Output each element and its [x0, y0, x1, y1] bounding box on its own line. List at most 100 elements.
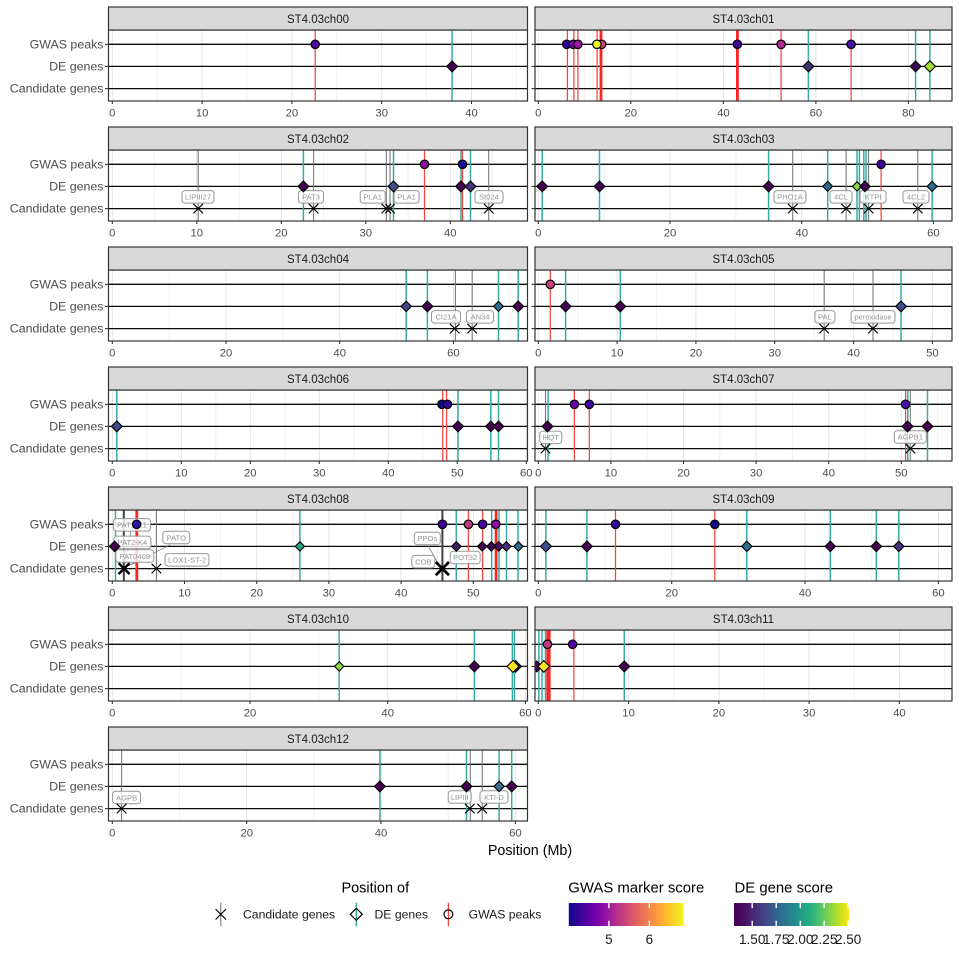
svg-text:0: 0 — [535, 708, 541, 720]
svg-text:0: 0 — [109, 228, 115, 240]
svg-text:Candidate genes: Candidate genes — [10, 442, 104, 456]
svg-text:GWAS peaks: GWAS peaks — [30, 757, 104, 771]
svg-text:30: 30 — [360, 228, 373, 240]
svg-text:30: 30 — [323, 588, 336, 600]
svg-text:1.75: 1.75 — [763, 932, 789, 947]
svg-text:60: 60 — [519, 708, 532, 720]
svg-text:2.00: 2.00 — [787, 932, 813, 947]
svg-text:PAT2-K4: PAT2-K4 — [118, 538, 148, 547]
svg-text:PATO: PATO — [167, 533, 187, 542]
svg-text:50: 50 — [926, 348, 939, 360]
svg-text:LOX1-ST-2: LOX1-ST-2 — [168, 556, 206, 565]
svg-text:PAL: PAL — [818, 313, 832, 322]
svg-text:GWAS peaks: GWAS peaks — [30, 637, 104, 651]
svg-text:20: 20 — [664, 228, 677, 240]
svg-text:20: 20 — [677, 468, 690, 480]
svg-text:80: 80 — [902, 108, 915, 120]
svg-text:10: 10 — [191, 228, 204, 240]
svg-text:0: 0 — [109, 708, 115, 720]
svg-text:DE genes: DE genes — [49, 419, 103, 433]
svg-text:DE genes: DE genes — [375, 908, 429, 922]
svg-text:20: 20 — [240, 828, 253, 840]
svg-text:40: 40 — [822, 468, 835, 480]
svg-text:20: 20 — [713, 708, 726, 720]
svg-text:Candidate genes: Candidate genes — [10, 802, 104, 816]
svg-text:DE genes: DE genes — [49, 779, 103, 793]
svg-text:PPOs: PPOs — [417, 534, 437, 543]
svg-text:0: 0 — [535, 588, 541, 600]
svg-text:0: 0 — [109, 468, 115, 480]
svg-text:40: 40 — [799, 588, 812, 600]
svg-text:ST4.03ch11: ST4.03ch11 — [713, 614, 774, 626]
svg-text:20: 20 — [220, 348, 233, 360]
svg-text:ST4.03ch05: ST4.03ch05 — [712, 254, 774, 266]
svg-text:30: 30 — [803, 708, 816, 720]
svg-text:60: 60 — [509, 828, 522, 840]
svg-text:40: 40 — [333, 348, 346, 360]
svg-text:Candidate genes: Candidate genes — [243, 908, 335, 922]
svg-text:COB: COB — [415, 557, 431, 566]
svg-text:DE genes: DE genes — [49, 179, 103, 193]
svg-text:40: 40 — [717, 108, 730, 120]
svg-text:AGPB1: AGPB1 — [898, 433, 923, 442]
svg-text:10: 10 — [622, 708, 635, 720]
svg-text:5: 5 — [605, 932, 613, 947]
svg-text:AN34: AN34 — [471, 313, 490, 322]
svg-text:20: 20 — [244, 708, 257, 720]
svg-text:40: 40 — [893, 708, 906, 720]
svg-text:60: 60 — [932, 588, 945, 600]
svg-text:40: 40 — [381, 708, 394, 720]
svg-text:DE genes: DE genes — [49, 539, 103, 553]
svg-text:GWAS peaks: GWAS peaks — [469, 908, 542, 922]
svg-text:40: 40 — [382, 468, 395, 480]
svg-text:Candidate genes: Candidate genes — [10, 322, 104, 336]
svg-text:ST4.03ch00: ST4.03ch00 — [287, 14, 349, 26]
svg-text:0: 0 — [535, 228, 541, 240]
svg-text:20: 20 — [250, 588, 263, 600]
svg-text:20: 20 — [665, 588, 678, 600]
svg-text:4CL: 4CL — [834, 193, 848, 202]
svg-text:0: 0 — [109, 588, 115, 600]
svg-text:40: 40 — [795, 228, 808, 240]
svg-text:30: 30 — [375, 108, 388, 120]
svg-text:40: 40 — [465, 108, 478, 120]
svg-text:4CL2: 4CL2 — [907, 193, 925, 202]
svg-text:0: 0 — [109, 348, 115, 360]
svg-text:GWAS marker score: GWAS marker score — [568, 881, 704, 897]
svg-text:DE genes: DE genes — [49, 299, 103, 313]
svg-text:PAT3: PAT3 — [302, 193, 320, 202]
svg-text:St024: St024 — [479, 193, 499, 202]
svg-text:10: 10 — [196, 108, 209, 120]
svg-text:DE genes: DE genes — [49, 659, 103, 673]
svg-text:20: 20 — [275, 228, 288, 240]
svg-text:GWAS peaks: GWAS peaks — [30, 37, 104, 51]
svg-text:GWAS peaks: GWAS peaks — [30, 517, 104, 531]
svg-text:HQT: HQT — [543, 433, 559, 442]
svg-text:0: 0 — [109, 108, 115, 120]
svg-text:10: 10 — [175, 468, 188, 480]
svg-text:PAT0409: PAT0409 — [120, 552, 151, 561]
svg-text:0: 0 — [109, 828, 115, 840]
svg-text:DE gene score: DE gene score — [735, 881, 834, 897]
svg-text:ST4.03ch09: ST4.03ch09 — [712, 494, 774, 506]
svg-text:ST4.03ch04: ST4.03ch04 — [287, 254, 350, 266]
svg-text:KTI-D: KTI-D — [484, 793, 504, 802]
svg-text:6: 6 — [646, 932, 654, 947]
svg-text:30: 30 — [750, 468, 763, 480]
svg-text:50: 50 — [895, 468, 908, 480]
svg-text:ST4.03ch10: ST4.03ch10 — [287, 614, 349, 626]
svg-text:Candidate genes: Candidate genes — [10, 202, 104, 216]
svg-text:60: 60 — [447, 348, 460, 360]
svg-text:2.50: 2.50 — [835, 932, 861, 947]
svg-text:50: 50 — [467, 588, 480, 600]
svg-text:LIPIII27: LIPIII27 — [185, 193, 211, 202]
svg-text:40: 40 — [375, 828, 388, 840]
svg-text:10: 10 — [605, 468, 618, 480]
svg-text:30: 30 — [768, 348, 781, 360]
svg-text:0: 0 — [535, 108, 541, 120]
svg-text:PLA1: PLA1 — [363, 193, 382, 202]
svg-text:Candidate genes: Candidate genes — [10, 682, 104, 696]
svg-text:ST4.03ch02: ST4.03ch02 — [287, 134, 349, 146]
svg-text:2.25: 2.25 — [811, 932, 837, 947]
svg-text:40: 40 — [444, 228, 457, 240]
